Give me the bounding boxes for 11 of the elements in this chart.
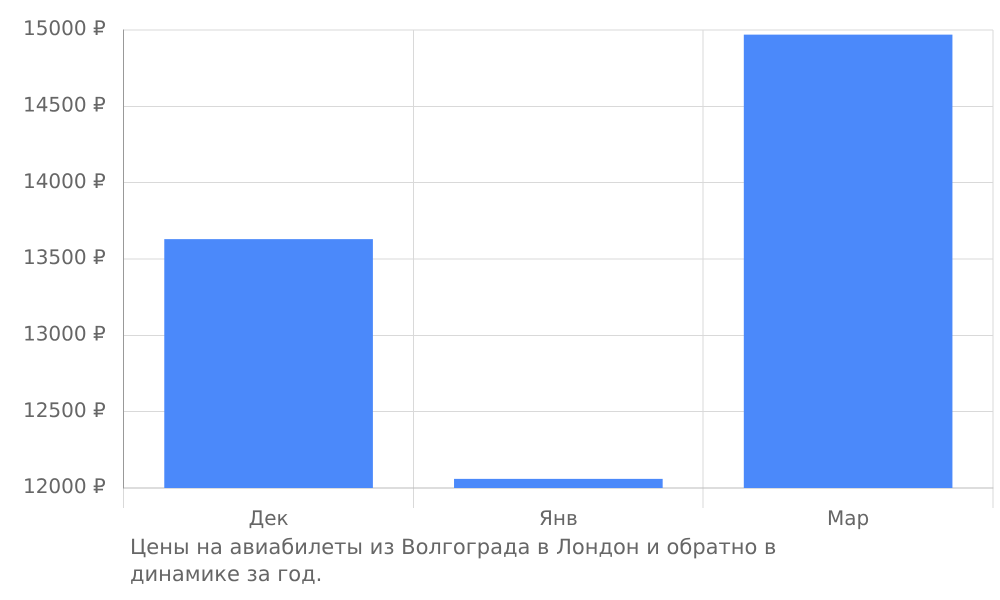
y-tick-label: 14000 ₽: [22, 168, 106, 193]
y-tick-label: 15000 ₽: [22, 16, 106, 40]
x-tick-label: Янв: [538, 506, 578, 530]
y-tick-label: 12000 ₽: [22, 474, 106, 498]
y-tick-label: 13000 ₽: [22, 322, 106, 346]
y-tick-label: 14500 ₽: [22, 92, 106, 117]
text: Цены на авиабилеты из Волгограда в Лондон и обратно в динамике за год.: [130, 534, 778, 588]
y-tick-label: 12500 ₽: [22, 398, 106, 422]
x-tick-label: Мар: [827, 506, 870, 530]
x-tick-label: Дек: [248, 506, 289, 530]
y-tick-label: 13500 ₽: [22, 245, 106, 270]
